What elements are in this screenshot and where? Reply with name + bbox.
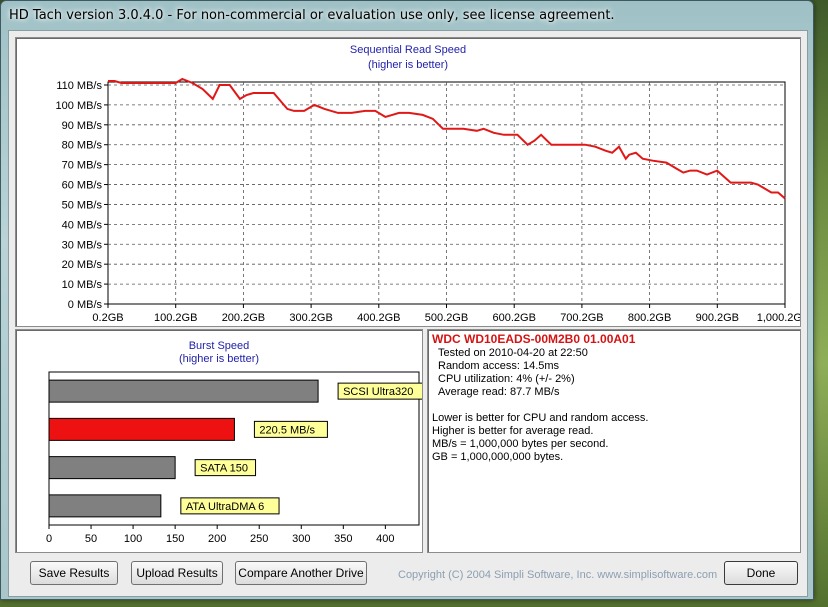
burst-bar-label-box — [194, 459, 257, 477]
sequential-chart-subtitle: (higher is better) — [367, 59, 449, 71]
burst-chart-subtitle: (higher is better) — [178, 353, 260, 365]
burst-bar — [48, 379, 319, 403]
burst-x-tick-label: 150 — [166, 533, 184, 545]
burst-x-tick-label: 200 — [208, 533, 226, 545]
test-date: Tested on 2010-04-20 at 22:50 — [438, 347, 588, 359]
burst-bar-label-box — [180, 497, 280, 515]
drive-info-panel: WDC WD10EADS-00M2B0 01.00A01 Tested on 2… — [427, 329, 801, 553]
x-tick-label: 600.2GB — [492, 312, 535, 324]
copyright-text: Copyright (C) 2004 Simpli Software, Inc.… — [398, 569, 718, 581]
y-tick-label: 30 MB/s — [62, 239, 103, 251]
note-mbs-definition: MB/s = 1,000,000 bytes per second. — [432, 438, 609, 450]
burst-bar-label: SATA 150 — [200, 463, 248, 475]
y-tick-label: 10 MB/s — [62, 279, 103, 291]
y-tick-label: 70 MB/s — [62, 160, 103, 172]
burst-bar — [48, 456, 176, 480]
burst-x-tick-label: 250 — [250, 533, 268, 545]
x-tick-label: 1,000.2GB — [757, 312, 800, 324]
compare-another-drive-button[interactable]: Compare Another Drive — [235, 561, 367, 585]
burst-speed-panel: Burst Speed (higher is better) 0 50 100 150… — [15, 329, 423, 553]
burst-x-tick-label: 300 — [292, 533, 310, 545]
note-gb-definition: GB = 1,000,000,000 bytes. — [432, 451, 564, 463]
y-tick-label: 50 MB/s — [62, 199, 103, 211]
x-tick-label: 700.2GB — [560, 312, 603, 324]
done-button[interactable]: Done — [724, 561, 798, 585]
x-tick-label: 400.2GB — [357, 312, 400, 324]
sequential-chart-title: Sequential Read Speed — [349, 44, 467, 56]
y-tick-label: 60 MB/s — [62, 180, 103, 192]
burst-bar-label: SCSI Ultra320 — [343, 386, 413, 398]
x-tick-label: 100.2GB — [154, 312, 197, 324]
burst-x-tick-label: 0 — [46, 533, 52, 545]
y-tick-label: 90 MB/s — [62, 120, 103, 132]
read-speed-line — [108, 77, 786, 200]
burst-speed-chart: 0 50 100 150 200 250 300 350 400 SCSI Ultra320 220… — [46, 371, 422, 545]
random-access: Random access: 14.5ms — [438, 360, 560, 372]
x-tick-label: 900.2GB — [696, 312, 739, 324]
y-tick-label: 20 MB/s — [62, 259, 103, 271]
note-lower-better: Lower is better for CPU and random acces… — [432, 412, 649, 424]
x-tick-label: 800.2GB — [628, 312, 671, 324]
sequential-read-chart: 0 MB/s 10 MB/s 20 MB/s 30 MB/s 40 MB/s 50 MB/… — [56, 77, 800, 324]
x-tick-label: 300.2GB — [289, 312, 332, 324]
y-tick-label: 100 MB/s — [56, 100, 103, 112]
sequential-read-panel: Sequential Read Speed (higher is better)… — [15, 37, 801, 327]
window-title: HD Tach version 3.0.4.0 - For non-commer… — [9, 8, 615, 23]
average-read: Average read: 87.7 MB/s — [438, 386, 560, 398]
note-higher-better: Higher is better for average read. — [432, 425, 594, 437]
save-results-button[interactable]: Save Results — [30, 561, 118, 585]
burst-bar — [48, 494, 162, 518]
drive-name: WDC WD10EADS-00M2B0 01.00A01 — [432, 332, 636, 346]
upload-results-button[interactable]: Upload Results — [131, 561, 223, 585]
burst-x-tick-label: 400 — [376, 533, 394, 545]
burst-x-tick-label: 50 — [85, 533, 97, 545]
x-tick-label: 200.2GB — [222, 312, 265, 324]
burst-bar — [48, 417, 235, 441]
app-window: HD Tach version 3.0.4.0 - For non-commer… — [0, 0, 814, 600]
burst-x-tick-label: 100 — [124, 533, 142, 545]
burst-bar-label: 220.5 MB/s — [259, 424, 315, 436]
burst-x-tick-label: 350 — [334, 533, 352, 545]
burst-chart-title: Burst Speed — [188, 340, 250, 352]
y-tick-label: 0 MB/s — [68, 299, 103, 311]
x-tick-label: 500.2GB — [425, 312, 468, 324]
burst-bar-label-box — [253, 420, 328, 438]
x-tick-label: 0.2GB — [92, 312, 123, 324]
burst-bar-label: ATA UltraDMA 6 — [186, 501, 264, 513]
y-tick-label: 110 MB/s — [56, 80, 102, 92]
y-tick-label: 80 MB/s — [62, 140, 103, 152]
burst-bar-label-box — [337, 382, 422, 400]
client-area: Sequential Read Speed (higher is better)… — [8, 30, 808, 597]
cpu-utilization: CPU utilization: 4% (+/- 2%) — [438, 373, 575, 385]
y-tick-label: 40 MB/s — [62, 219, 103, 231]
